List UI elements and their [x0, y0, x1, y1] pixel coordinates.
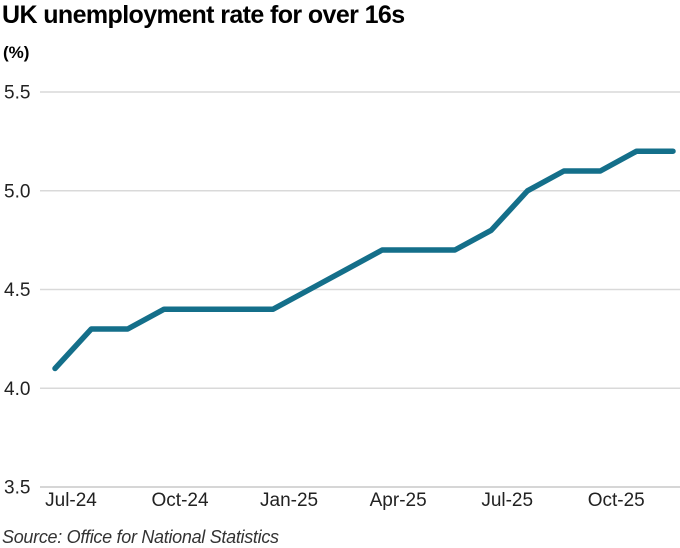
y-axis-tick-label: 5.0: [4, 181, 30, 202]
x-axis-tick-label: Jul-25: [481, 490, 533, 511]
y-axis-unit-label: (%): [3, 43, 30, 62]
chart-title: UK unemployment rate for over 16s: [2, 1, 405, 29]
y-axis-tick-label: 3.5: [4, 478, 30, 499]
x-axis-tick-label: Oct-25: [588, 490, 645, 511]
x-axis-tick-label: Jan-25: [260, 490, 318, 511]
x-axis-tick-label: Oct-24: [152, 490, 209, 511]
unemployment-rate-line: [52, 148, 676, 372]
source-attribution: Source: Office for National Statistics: [2, 527, 279, 547]
x-axis-tick-label: Jul-24: [45, 490, 97, 511]
x-axis-tick-label: Apr-25: [370, 490, 427, 511]
y-axis-tick-label: 4.5: [4, 280, 30, 301]
y-axis-tick-label: 5.5: [4, 83, 30, 104]
y-axis-tick-label: 4.0: [4, 379, 30, 400]
